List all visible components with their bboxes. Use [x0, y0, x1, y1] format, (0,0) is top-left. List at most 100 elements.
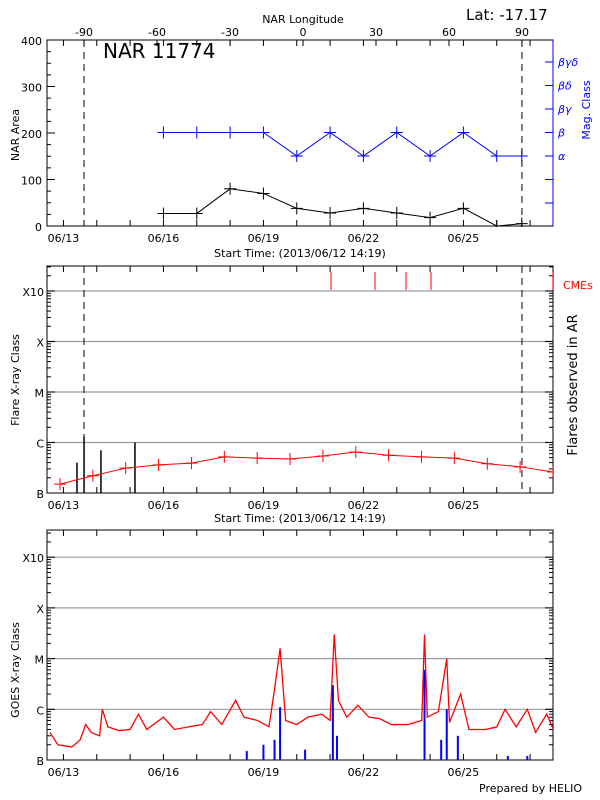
area-line — [163, 188, 522, 227]
data-point — [316, 450, 329, 463]
data-point — [218, 450, 231, 463]
data-point — [257, 187, 270, 200]
y-tick-label: 400 — [21, 35, 42, 48]
data-point — [415, 450, 428, 463]
mag-class-line — [163, 131, 522, 157]
data-point — [119, 462, 132, 475]
data-point — [185, 457, 198, 470]
goes-panel-frame — [46, 529, 554, 761]
y2-tick-label: βγ — [557, 103, 572, 116]
longitude-tick-label: 30 — [369, 26, 383, 39]
y-tick-label: X10 — [22, 286, 44, 299]
y2-tick-label: βδ — [557, 80, 572, 93]
y-tick-label: 100 — [21, 175, 42, 188]
data-point — [390, 126, 403, 139]
data-point — [481, 457, 494, 470]
data-point — [490, 220, 503, 227]
y2-tick-label: α — [558, 150, 566, 163]
y-tick-label: C — [36, 704, 44, 717]
flare-trend-line — [59, 451, 553, 485]
data-point — [251, 452, 264, 465]
start-time-label-1: Start Time: (2013/06/12 14:19) — [214, 247, 386, 260]
x-tick-label: 06/25 — [448, 232, 480, 245]
data-point — [290, 150, 303, 162]
x-tick-label: 06/19 — [248, 499, 280, 512]
y-tick-label: M — [35, 654, 45, 667]
data-point — [190, 126, 203, 139]
longitude-tick-label: 0 — [300, 26, 307, 39]
data-point — [457, 126, 470, 139]
flare-class-axis-label: Flare X-ray Class — [9, 334, 22, 426]
longitude-axis-label: NAR Longitude — [262, 13, 344, 26]
data-point — [324, 126, 337, 139]
y-tick-label: M — [35, 387, 45, 400]
y-tick-label: X10 — [22, 552, 44, 565]
longitude-tick-label: -30 — [221, 26, 239, 39]
data-point — [224, 126, 237, 139]
data-point — [515, 150, 528, 162]
data-point — [515, 217, 528, 227]
data-point — [514, 460, 527, 473]
longitude-tick-label: 60 — [442, 26, 456, 39]
y-tick-label: B — [36, 755, 44, 768]
longitude-tick-label: -90 — [75, 26, 93, 39]
x-tick-label: 06/19 — [248, 766, 280, 779]
flare-series — [53, 272, 553, 493]
data-point — [382, 449, 395, 462]
x-tick-label: 06/22 — [348, 766, 380, 779]
data-point — [357, 202, 370, 215]
data-point — [257, 126, 270, 139]
data-point — [290, 202, 303, 215]
region-title: NAR 11774 — [103, 39, 216, 63]
y-tick-label: 200 — [21, 128, 42, 141]
prepared-by-footer: Prepared by HELIO — [479, 782, 582, 795]
data-point — [457, 202, 470, 215]
data-point — [324, 206, 337, 219]
latitude-label: Lat: -17.17 — [466, 6, 548, 24]
x-tick-label: 06/19 — [248, 232, 280, 245]
start-time-label-2: Start Time: (2013/06/12 14:19) — [214, 512, 386, 525]
goes-class-axis-label: GOES X-ray Class — [9, 622, 22, 718]
data-point — [349, 445, 362, 458]
goes-long-line — [49, 634, 553, 748]
y-tick-label: X — [36, 337, 44, 350]
data-point — [86, 469, 99, 482]
data-point — [424, 211, 437, 224]
longitude-tick-label: -60 — [148, 26, 166, 39]
data-point — [448, 452, 461, 465]
data-point — [490, 150, 503, 162]
y-tick-label: B — [36, 488, 44, 501]
data-point — [390, 206, 403, 219]
x-tick-label: 06/13 — [48, 766, 80, 779]
x-tick-label: 06/13 — [48, 232, 80, 245]
x-tick-label: 06/16 — [148, 766, 180, 779]
x-tick-label: 06/22 — [348, 499, 380, 512]
x-tick-label: 06/25 — [448, 499, 480, 512]
data-point — [424, 150, 437, 162]
mag-class-series — [157, 126, 528, 162]
data-point — [157, 126, 170, 139]
y2-tick-label: βγδ — [557, 56, 579, 69]
mag-class-axis-label: Mag. Class — [580, 80, 593, 139]
area-series — [157, 182, 528, 227]
goes-series — [49, 634, 553, 760]
area-panel-frame — [46, 39, 554, 227]
data-point — [284, 453, 297, 466]
x-tick-label: 06/16 — [148, 499, 180, 512]
data-point — [224, 182, 237, 195]
x-tick-label: 06/16 — [148, 232, 180, 245]
x-tick-label: 06/13 — [48, 499, 80, 512]
flare-panel-frame — [46, 265, 554, 494]
x-tick-label: 06/22 — [348, 232, 380, 245]
data-point — [152, 458, 165, 471]
data-point — [53, 478, 66, 491]
y2-tick-label: β — [557, 127, 565, 140]
y-tick-label: 300 — [21, 82, 42, 95]
nar-area-axis-label: NAR Area — [9, 109, 22, 161]
data-point — [546, 466, 553, 479]
longitude-tick-label: 90 — [515, 26, 529, 39]
data-point — [190, 207, 203, 220]
x-tick-label: 06/25 — [448, 766, 480, 779]
data-point — [357, 150, 370, 162]
